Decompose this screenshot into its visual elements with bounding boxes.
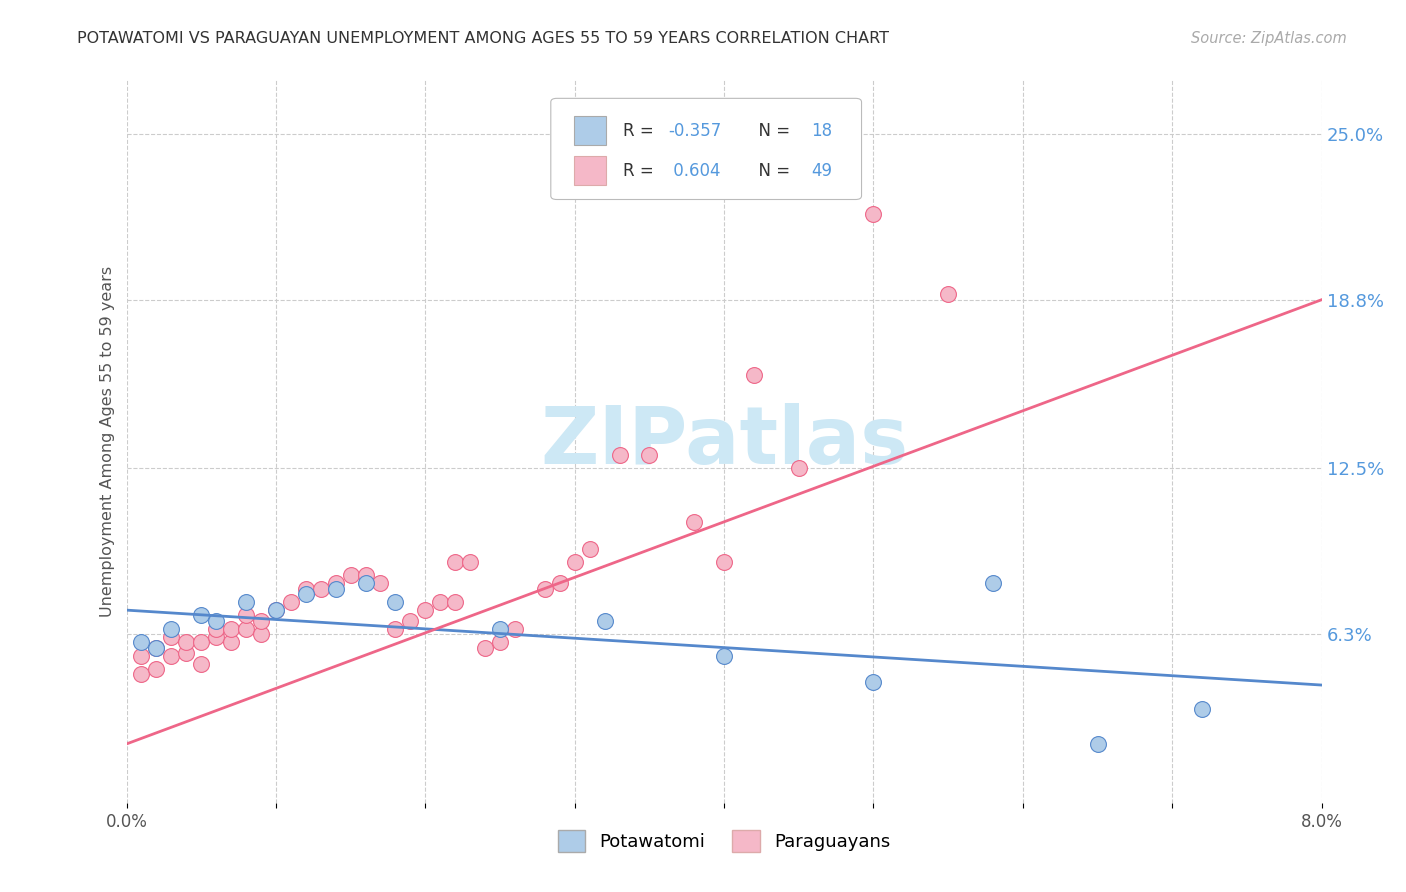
Point [683, 515, 706, 529]
FancyBboxPatch shape [551, 98, 862, 200]
Point [250, 627, 273, 641]
Point [190, 608, 212, 623]
Point [862, 675, 884, 690]
Point [548, 576, 571, 591]
Point [250, 614, 273, 628]
Point [638, 448, 661, 462]
Point [578, 541, 600, 556]
Point [489, 622, 512, 636]
Point [235, 608, 257, 623]
Point [444, 555, 467, 569]
Point [235, 595, 257, 609]
Point [145, 640, 167, 655]
Point [399, 614, 422, 628]
Text: -0.357: -0.357 [668, 122, 721, 140]
Text: N =: N = [748, 161, 796, 179]
Point [981, 576, 1004, 591]
Point [235, 622, 257, 636]
Point [205, 630, 228, 644]
Point [264, 603, 287, 617]
Point [593, 614, 616, 628]
Point [787, 461, 810, 475]
Point [205, 622, 228, 636]
Point [564, 555, 586, 569]
Text: 49: 49 [811, 161, 832, 179]
Point [160, 648, 183, 663]
Point [444, 595, 467, 609]
Text: R =: R = [623, 122, 658, 140]
Point [219, 635, 242, 649]
Point [713, 555, 735, 569]
Point [384, 595, 406, 609]
Point [429, 595, 451, 609]
Point [160, 630, 183, 644]
Point [219, 622, 242, 636]
Point [309, 582, 332, 596]
Point [325, 582, 347, 596]
Point [325, 576, 347, 591]
Point [339, 568, 361, 582]
Point [131, 667, 153, 681]
Point [936, 287, 959, 301]
Point [354, 576, 377, 591]
Point [713, 648, 735, 663]
Point [264, 603, 287, 617]
FancyBboxPatch shape [574, 156, 606, 185]
Point [174, 635, 197, 649]
Point [413, 603, 436, 617]
Point [145, 640, 167, 655]
Point [862, 207, 884, 221]
Text: R =: R = [623, 161, 658, 179]
Point [280, 595, 302, 609]
Point [742, 368, 765, 382]
Text: POTAWATOMI VS PARAGUAYAN UNEMPLOYMENT AMONG AGES 55 TO 59 YEARS CORRELATION CHAR: POTAWATOMI VS PARAGUAYAN UNEMPLOYMENT AM… [77, 31, 890, 46]
Text: 18: 18 [811, 122, 832, 140]
Point [174, 646, 197, 660]
Text: Source: ZipAtlas.com: Source: ZipAtlas.com [1191, 31, 1347, 46]
Point [370, 576, 392, 591]
Text: N =: N = [748, 122, 796, 140]
Point [131, 648, 153, 663]
Text: 0.604: 0.604 [668, 161, 720, 179]
Point [145, 662, 167, 676]
Point [131, 635, 153, 649]
Text: ZIPatlas: ZIPatlas [540, 402, 908, 481]
Point [474, 640, 496, 655]
Point [1191, 702, 1213, 716]
Point [1087, 737, 1109, 751]
Point [190, 635, 212, 649]
Point [1042, 46, 1064, 61]
Point [190, 657, 212, 671]
Point [458, 555, 481, 569]
Point [609, 448, 631, 462]
Point [294, 582, 316, 596]
Point [533, 582, 555, 596]
Point [503, 622, 526, 636]
Point [294, 587, 316, 601]
Point [160, 622, 183, 636]
FancyBboxPatch shape [574, 117, 606, 145]
Point [384, 622, 406, 636]
Point [205, 614, 228, 628]
Point [489, 635, 512, 649]
Point [354, 568, 377, 582]
Legend: Potawatomi, Paraguayans: Potawatomi, Paraguayans [551, 822, 897, 859]
Y-axis label: Unemployment Among Ages 55 to 59 years: Unemployment Among Ages 55 to 59 years [100, 266, 115, 617]
